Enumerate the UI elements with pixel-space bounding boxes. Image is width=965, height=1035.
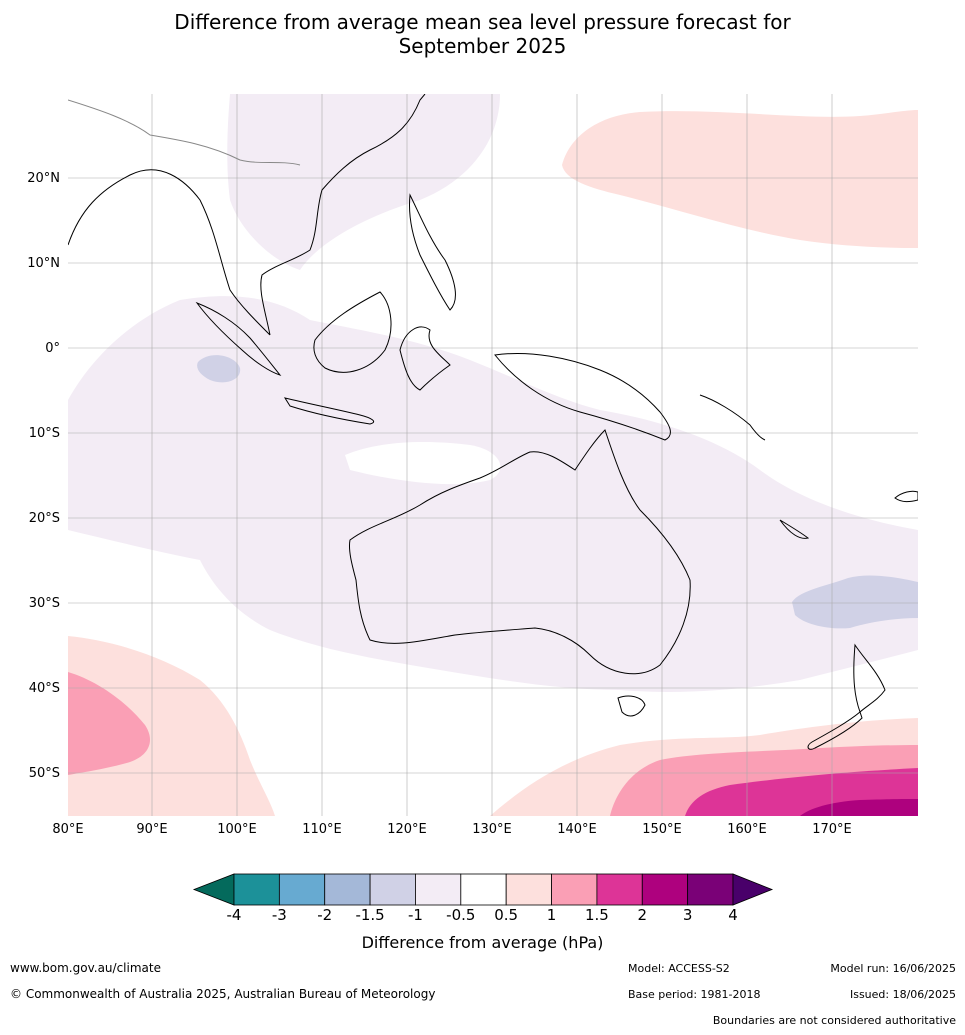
lon-label-130e: 130°E xyxy=(472,822,512,837)
anomaly-region-lavender-asia xyxy=(227,94,500,270)
coast-solomon-islands xyxy=(699,394,766,441)
lat-label-50s: 50°S xyxy=(28,766,60,781)
anomaly-region-pink-north-pacific xyxy=(562,110,918,248)
colorbar-tick-label: -1 xyxy=(407,906,423,924)
coast-borneo xyxy=(313,291,392,373)
colorbar-bin xyxy=(415,873,462,906)
coast-new-guinea xyxy=(494,353,671,441)
map-gridlines xyxy=(68,94,918,816)
anomaly-region-pink-southwest xyxy=(68,636,275,816)
coast-new-zealand-north xyxy=(853,643,886,713)
colorbar-tick-label: -1.5 xyxy=(355,906,385,924)
footer-issued: Issued: 18/06/2025 xyxy=(849,988,956,1001)
coast-java xyxy=(283,397,375,425)
colorbar-bin xyxy=(596,873,643,906)
map-title-line2: September 2025 xyxy=(398,34,567,58)
lat-label-20n: 20°N xyxy=(27,171,60,186)
footer-model-run: Model run: 16/06/2025 xyxy=(830,962,956,975)
colorbar xyxy=(192,873,774,906)
lat-label-10s: 10°S xyxy=(28,426,60,441)
anomaly-region-lavender-main xyxy=(68,296,918,692)
colorbar-tick-label: -0.5 xyxy=(446,906,476,924)
colorbar-bin xyxy=(551,873,598,906)
anomaly-region-neutral-north-aus xyxy=(345,442,501,485)
coast-asia-mainland xyxy=(68,94,426,336)
map-title-line1: Difference from average mean sea level p… xyxy=(174,10,791,34)
colorbar-bin xyxy=(233,873,280,906)
lat-label-0: 0° xyxy=(45,341,60,356)
anomaly-region-purple-southeast xyxy=(800,799,918,816)
footer-website: www.bom.gov.au/climate xyxy=(10,961,161,975)
lon-label-100e: 100°E xyxy=(217,822,257,837)
anomaly-region-rose-southwest xyxy=(68,672,150,775)
coast-philippines xyxy=(409,193,456,311)
colorbar-bin xyxy=(278,873,326,906)
lat-label-10n: 10°N xyxy=(27,256,60,271)
colorbar-tick-label: 1.5 xyxy=(584,906,609,924)
colorbar-tick-label: 1 xyxy=(546,906,557,924)
lon-label-90e: 90°E xyxy=(136,822,168,837)
pressure-anomaly-map xyxy=(68,94,918,816)
colorbar-tick-label: 0.5 xyxy=(494,906,519,924)
colorbar-tick-label: -2 xyxy=(317,906,333,924)
lon-label-160e: 160°E xyxy=(727,822,767,837)
coast-tasmania xyxy=(617,695,646,717)
coast-australia xyxy=(349,429,691,675)
lon-label-110e: 110°E xyxy=(302,822,342,837)
colorbar-tick-label: 4 xyxy=(728,906,738,924)
colorbar-bin xyxy=(324,873,371,906)
footer-model: Model: ACCESS-S2 xyxy=(628,962,730,975)
footer-base-period: Base period: 1981-2018 xyxy=(628,988,761,1001)
coastlines xyxy=(68,94,918,750)
colorbar-tick-label: 3 xyxy=(682,906,693,924)
lat-label-40s: 40°S xyxy=(28,681,60,696)
footer-copyright: © Commonwealth of Australia 2025, Austra… xyxy=(10,987,436,1001)
coast-sulawesi xyxy=(399,326,451,391)
colorbar-arrow-high xyxy=(732,873,774,906)
colorbar-tick-label: 2 xyxy=(637,906,648,924)
anomaly-region-blue-indian xyxy=(197,355,241,383)
map-title: Difference from average mean sea level p… xyxy=(0,10,965,58)
footer-disclaimer: Boundaries are not considered authoritat… xyxy=(712,1014,956,1027)
anomaly-region-blue-tasman xyxy=(792,575,918,629)
lon-label-140e: 140°E xyxy=(557,822,597,837)
lon-label-150e: 150°E xyxy=(642,822,682,837)
coast-sumatra xyxy=(195,301,282,376)
colorbar-tick-label: -4 xyxy=(226,906,242,924)
colorbar-bin xyxy=(460,873,507,906)
colorbar-bin xyxy=(687,873,734,906)
colorbar-title: Difference from average (hPa) xyxy=(361,933,604,952)
colorbar-bin xyxy=(641,873,689,906)
lon-label-80e: 80°E xyxy=(52,822,84,837)
coast-fiji xyxy=(894,490,918,503)
lat-label-30s: 30°S xyxy=(28,596,60,611)
lon-label-170e: 170°E xyxy=(812,822,852,837)
coast-asia-inland-boundary xyxy=(68,99,301,166)
coast-new-caledonia xyxy=(779,519,810,539)
coast-new-zealand-south xyxy=(807,711,863,750)
colorbar-arrow-low xyxy=(192,873,235,906)
colorbar-bin xyxy=(369,873,416,906)
colorbar-bin xyxy=(505,873,552,906)
colorbar-tick-label: -3 xyxy=(271,906,287,924)
lon-label-120e: 120°E xyxy=(387,822,427,837)
lat-label-20s: 20°S xyxy=(28,511,60,526)
